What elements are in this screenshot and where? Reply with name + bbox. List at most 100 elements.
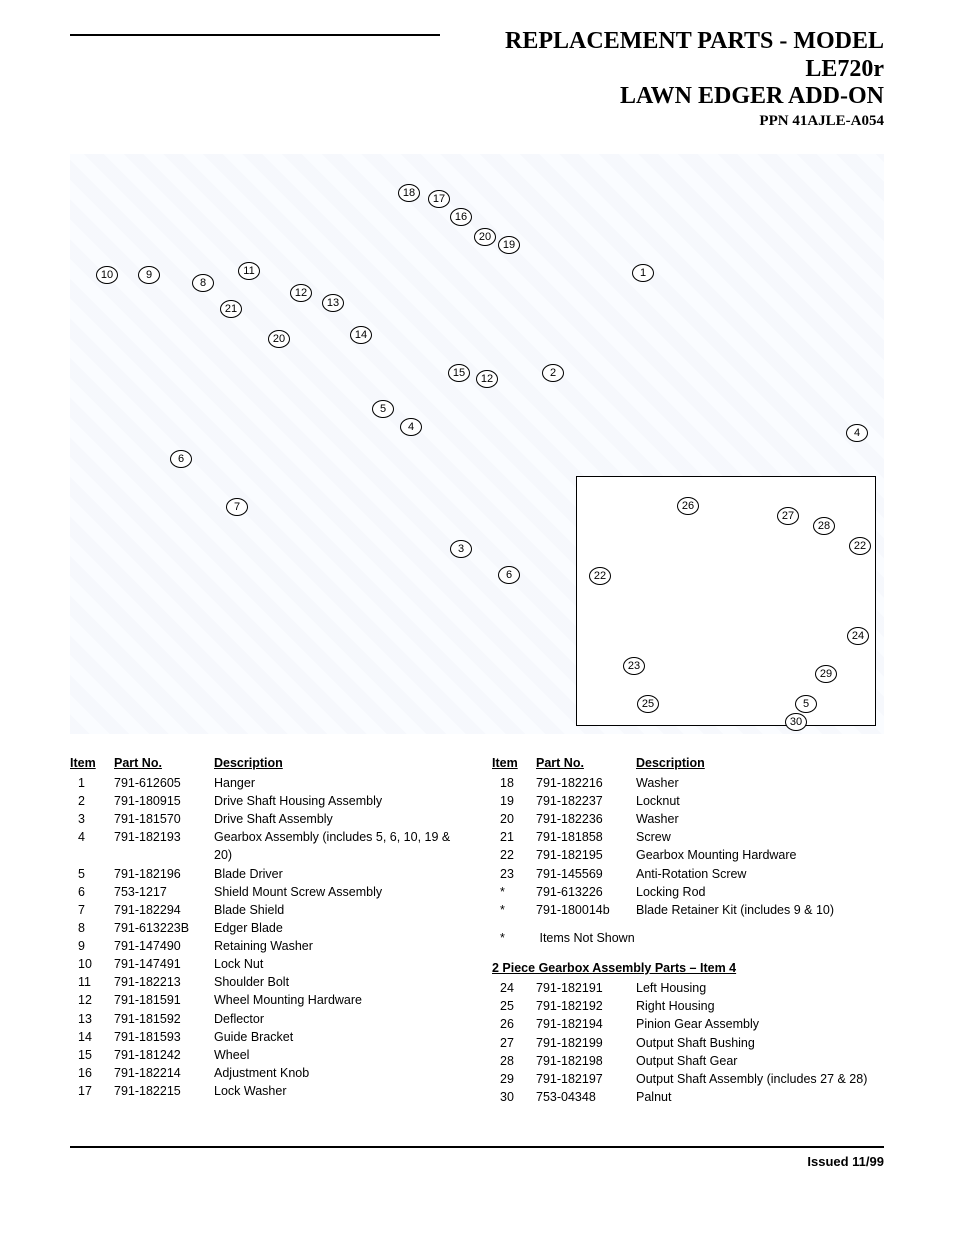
- callout-29: 29: [815, 665, 837, 683]
- cell-part: 791-181858: [536, 828, 636, 846]
- header-desc: Description: [214, 754, 462, 772]
- cell-item: 2: [70, 792, 114, 810]
- cell-item: 29: [492, 1070, 536, 1088]
- cell-item: *: [492, 901, 536, 919]
- header-item: Item: [70, 754, 114, 772]
- cell-item: 26: [492, 1015, 536, 1033]
- callout-12: 12: [476, 370, 498, 388]
- callout-2: 2: [542, 364, 564, 382]
- cell-desc: Locking Rod: [636, 883, 884, 901]
- table-row: *791-180014bBlade Retainer Kit (includes…: [492, 901, 884, 919]
- cell-item: 21: [492, 828, 536, 846]
- callout-28: 28: [813, 517, 835, 535]
- table-row: 12791-181591Wheel Mounting Hardware: [70, 991, 462, 1009]
- table-row: 16791-182214Adjustment Knob: [70, 1064, 462, 1082]
- table-row: 13791-181592Deflector: [70, 1010, 462, 1028]
- parts-column-right: Item Part No. Description 18791-182216Wa…: [492, 754, 884, 1106]
- exploded-diagram: 262728222224232925530 181716201910981121…: [70, 154, 884, 734]
- cell-item: 6: [70, 883, 114, 901]
- table-row: 4791-182193Gearbox Assembly (includes 5,…: [70, 828, 462, 864]
- table-header: Item Part No. Description: [492, 754, 884, 772]
- cell-part: 791-182215: [114, 1082, 214, 1100]
- cell-item: 8: [70, 919, 114, 937]
- cell-item: 30: [492, 1088, 536, 1106]
- cell-desc: Pinion Gear Assembly: [636, 1015, 884, 1033]
- cell-desc: Gearbox Assembly (includes 5, 6, 10, 19 …: [214, 828, 462, 864]
- table-row: 15791-181242Wheel: [70, 1046, 462, 1064]
- callout-30: 30: [785, 713, 807, 731]
- cell-part: 791-613223B: [114, 919, 214, 937]
- callout-20: 20: [268, 330, 290, 348]
- gearbox-inset-diagram: 262728222224232925530: [576, 476, 876, 726]
- callout-20: 20: [474, 228, 496, 246]
- table-row: 30753-04348Palnut: [492, 1088, 884, 1106]
- table-row: 6753-1217Shield Mount Screw Assembly: [70, 883, 462, 901]
- table-row: 18791-182216Washer: [492, 774, 884, 792]
- callout-27: 27: [777, 507, 799, 525]
- callout-6: 6: [170, 450, 192, 468]
- cell-desc: Lock Washer: [214, 1082, 462, 1100]
- callout-5: 5: [795, 695, 817, 713]
- page: REPLACEMENT PARTS - MODEL LE720r LAWN ED…: [0, 0, 954, 1235]
- cell-desc: Shoulder Bolt: [214, 973, 462, 991]
- callout-4: 4: [846, 424, 868, 442]
- cell-desc: Palnut: [636, 1088, 884, 1106]
- cell-desc: Deflector: [214, 1010, 462, 1028]
- table-row: 14791-181593Guide Bracket: [70, 1028, 462, 1046]
- header-part: Part No.: [114, 754, 214, 772]
- cell-part: 791-182294: [114, 901, 214, 919]
- table-row: 7791-182294Blade Shield: [70, 901, 462, 919]
- callout-22: 22: [849, 537, 871, 555]
- cell-desc: Blade Driver: [214, 865, 462, 883]
- cell-item: 14: [70, 1028, 114, 1046]
- callout-18: 18: [398, 184, 420, 202]
- table-row: 22791-182195Gearbox Mounting Hardware: [492, 846, 884, 864]
- cell-item: 28: [492, 1052, 536, 1070]
- cell-desc: Retaining Washer: [214, 937, 462, 955]
- table-row: 17791-182215Lock Washer: [70, 1082, 462, 1100]
- table-row: 5791-182196Blade Driver: [70, 865, 462, 883]
- cell-item: 17: [70, 1082, 114, 1100]
- cell-item: 10: [70, 955, 114, 973]
- callout-9: 9: [138, 266, 160, 284]
- cell-desc: Drive Shaft Housing Assembly: [214, 792, 462, 810]
- cell-part: 791-147490: [114, 937, 214, 955]
- table-row: 11791-182213Shoulder Bolt: [70, 973, 462, 991]
- callout-11: 11: [238, 262, 260, 280]
- callout-6: 6: [498, 566, 520, 584]
- cell-item: 18: [492, 774, 536, 792]
- callout-23: 23: [623, 657, 645, 675]
- cell-desc: Adjustment Knob: [214, 1064, 462, 1082]
- cell-desc: Washer: [636, 774, 884, 792]
- title-line-1: REPLACEMENT PARTS - MODEL LE720r: [440, 28, 884, 83]
- cell-part: 753-04348: [536, 1088, 636, 1106]
- table-row: 25791-182192Right Housing: [492, 997, 884, 1015]
- cell-part: 791-182237: [536, 792, 636, 810]
- items-not-shown-note: * Items Not Shown: [492, 929, 884, 947]
- cell-desc: Output Shaft Gear: [636, 1052, 884, 1070]
- cell-part: 791-181570: [114, 810, 214, 828]
- cell-part: 791-182197: [536, 1070, 636, 1088]
- table-header: Item Part No. Description: [70, 754, 462, 772]
- table-row: 19791-182237Locknut: [492, 792, 884, 810]
- callout-25: 25: [637, 695, 659, 713]
- ppn: PPN 41AJLE-A054: [440, 113, 884, 130]
- callout-17: 17: [428, 190, 450, 208]
- table-row: 20791-182236Washer: [492, 810, 884, 828]
- cell-part: 791-181242: [114, 1046, 214, 1064]
- cell-item: 7: [70, 901, 114, 919]
- cell-part: 791-182199: [536, 1034, 636, 1052]
- table-row: 2791-180915Drive Shaft Housing Assembly: [70, 792, 462, 810]
- cell-part: 791-182193: [114, 828, 214, 864]
- table-row: 1791-612605Hanger: [70, 774, 462, 792]
- callout-7: 7: [226, 498, 248, 516]
- table-row: 29791-182197Output Shaft Assembly (inclu…: [492, 1070, 884, 1088]
- cell-desc: Drive Shaft Assembly: [214, 810, 462, 828]
- header-rule: [70, 34, 440, 36]
- cell-item: 5: [70, 865, 114, 883]
- cell-desc: Wheel: [214, 1046, 462, 1064]
- cell-part: 791-180915: [114, 792, 214, 810]
- parts-tables: Item Part No. Description 1791-612605Han…: [70, 754, 884, 1106]
- cell-item: 20: [492, 810, 536, 828]
- header-part: Part No.: [536, 754, 636, 772]
